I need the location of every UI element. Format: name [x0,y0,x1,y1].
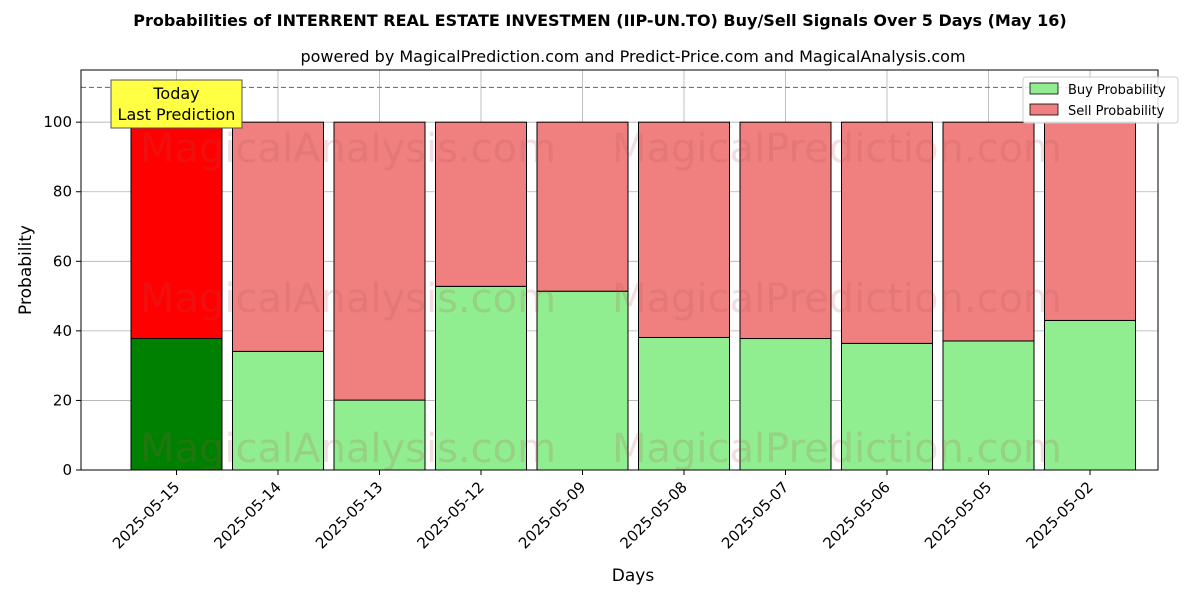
x-tick-label-9: 2025-05-02 [1022,478,1096,552]
chart-subtitle: powered by MagicalPrediction.com and Pre… [300,47,965,66]
bar-sell-2025-05-06 [841,121,933,344]
legend-label-sell: Sell Probability [1068,104,1165,119]
x-tick-label-6: 2025-05-07 [718,478,792,552]
bar-sell-2025-05-02 [1044,121,1136,321]
bar-buy-2025-05-09 [536,290,629,471]
x-tick-label-1: 2025-05-14 [210,478,284,552]
bar-sell-2025-05-15 [130,121,223,340]
annotation-box [110,79,243,129]
y-tick-label-2: 40 [53,322,72,340]
bar-sell-2025-05-14 [232,121,324,352]
x-tick-label-7: 2025-05-06 [819,478,893,552]
y-tick-label-3: 60 [53,252,72,270]
y-axis-label: Probability [16,225,36,315]
bars [130,121,1136,471]
watermark-0-0: MagicalAnalysis.com [140,126,556,172]
bar-sell-2025-05-05 [942,121,1035,342]
y-ticks: 0 20 40 60 80 100 [43,113,81,479]
bar-buy-2025-05-06 [841,342,933,471]
y-tick-label-5: 100 [43,113,72,131]
y-tick-label-1: 20 [53,391,72,409]
watermark-2-0: MagicalAnalysis.com [140,426,556,472]
x-tick-label-3: 2025-05-12 [413,478,487,552]
watermark-0-1: MagicalPrediction.com [612,126,1062,172]
x-tick-label-5: 2025-05-08 [616,478,690,552]
x-tick-label-0: 2025-05-15 [109,478,183,552]
bar-buy-2025-05-15 [130,338,223,471]
y-tick-label-4: 80 [53,183,72,201]
x-tick-label-8: 2025-05-05 [921,478,995,552]
x-tick-label-4: 2025-05-09 [515,478,589,552]
legend-swatch-sell [1029,103,1059,116]
x-tick-label-2: 2025-05-13 [312,478,386,552]
bar-sell-2025-05-09 [536,121,629,292]
bar-buy-2025-05-12 [435,285,527,471]
watermark-1-0: MagicalAnalysis.com [140,276,556,322]
bar-buy-2025-05-07 [739,338,832,471]
annotation-line2: Last Prediction [118,105,236,124]
legend-box [1022,76,1179,124]
chart-title: Probabilities of INTERRENT REAL ESTATE I… [133,11,1066,30]
bar-buy-2025-05-13 [333,399,426,471]
bar-sell-2025-05-13 [333,121,426,401]
bar-buy-2025-05-08 [638,336,730,471]
watermarks: MagicalAnalysis.com MagicalPrediction.com… [140,126,1062,472]
x-axis-label: Days [612,566,655,586]
watermark-2-1: MagicalPrediction.com [612,426,1062,472]
x-ticks: 2025-05-15 2025-05-14 2025-05-13 2025-05-12… [109,470,1097,552]
today-annotation: Today Last Prediction [110,79,243,129]
y-tick-label-0: 0 [62,461,72,479]
legend-label-buy: Buy Probability [1068,83,1166,98]
bar-sell-2025-05-12 [435,121,527,287]
bar-sell-2025-05-07 [739,121,832,340]
legend-swatch-buy [1029,82,1059,95]
watermark-1-1: MagicalPrediction.com [612,276,1062,322]
plot-frame [80,69,1159,471]
legend: Buy Probability Sell Probability [1022,76,1179,124]
annotation-line1: Today [152,84,199,103]
bar-buy-2025-05-05 [942,340,1035,471]
bar-sell-2025-05-08 [638,121,730,338]
bar-buy-2025-05-02 [1044,319,1136,471]
